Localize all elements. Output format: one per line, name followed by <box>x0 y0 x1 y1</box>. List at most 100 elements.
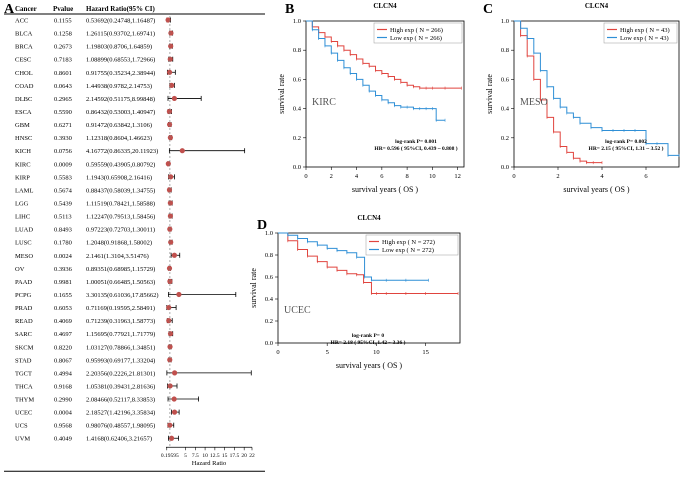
forest-hr-point <box>168 30 174 36</box>
forest-hr-point <box>176 291 182 298</box>
forest-hr-point <box>171 95 177 102</box>
forest-row-cancer: ESCA <box>15 109 32 116</box>
forest-row-ci-text: 1.1943(0.65908,2.16416) <box>86 174 152 181</box>
km-stats-pvalue: log-rank P= 0.002 <box>605 139 647 145</box>
forest-row-cancer: LUAD <box>15 227 33 234</box>
forest-row-cancer: STAD <box>15 357 32 364</box>
forest-row-pvalue: 0.4049 <box>54 436 72 443</box>
forest-row-ci-text: 1.15695(0.77921,1.71779) <box>86 331 155 338</box>
forest-row-pvalue: 0.4697 <box>54 331 73 338</box>
km-y-tick-label: 0.2 <box>265 318 273 325</box>
forest-hr-point <box>167 344 173 350</box>
forest-x-tick-label: 0.19595 <box>161 453 179 459</box>
forest-hr-point <box>169 82 175 88</box>
forest-row-ci-text: 0.97223(0.72703,1.30011) <box>86 227 155 234</box>
forest-hr-point <box>166 318 172 324</box>
forest-row-ci-text: 1.12318(0.8604,1.46623) <box>86 135 152 142</box>
km-stats-hr: HR= 2.15 ( 95%CI, 1.31 ~ 3.52 ) <box>589 145 664 152</box>
forest-row-cancer: PRAD <box>15 305 33 312</box>
forest-x-tick-label: 12.5 <box>210 453 220 459</box>
km-y-axis-label: survival rate <box>277 74 286 114</box>
forest-row-pvalue: 0.6053 <box>54 305 72 312</box>
km-x-tick-label: 5 <box>326 349 329 356</box>
forest-x-tick-label: 22 <box>249 453 255 459</box>
km-y-axis-label: survival rate <box>485 74 494 114</box>
legend-label-low: Low exp ( N = 272) <box>382 247 434 254</box>
km-x-tick-label: 0 <box>512 173 515 180</box>
forest-row-cancer: OV <box>15 266 25 273</box>
km-legend-box <box>365 234 459 256</box>
forest-row-pvalue: 0.9981 <box>54 279 72 286</box>
forest-row-ci-text: 1.4168(0.62406,3.21657) <box>86 436 152 443</box>
km-x-tick-label: 2 <box>556 173 559 180</box>
forest-row-ci-text: 0.95993(0.69177,1.33204) <box>86 357 155 364</box>
forest-row-pvalue: 0.7183 <box>54 57 72 64</box>
forest-row-cancer: GBM <box>15 122 30 129</box>
forest-row-ci-text: 0.89351(0.68985,1.15729) <box>86 266 155 273</box>
forest-row-cancer: PCPG <box>15 292 32 299</box>
km-y-tick-label: 0.0 <box>265 340 273 347</box>
km-plot-frame <box>305 20 465 168</box>
forest-x-tick-label: 20 <box>241 453 247 459</box>
forest-row-cancer: THYM <box>15 397 34 404</box>
forest-row-cancer: BRCA <box>15 44 33 51</box>
forest-row-pvalue: 0.0024 <box>54 253 73 260</box>
forest-row-pvalue: 0.4069 <box>54 318 72 325</box>
km-y-tick-label: 0.4 <box>293 106 302 113</box>
km-x-axis-label: survival years ( OS ) <box>563 185 630 194</box>
forest-row-cancer: UCS <box>15 423 28 430</box>
forest-hr-point <box>167 357 173 363</box>
forest-row-ci-text: 0.71169(0.19595,2.58491) <box>86 305 155 312</box>
forest-row-ci-text: 0.98076(0.48557,1.98095) <box>86 423 155 430</box>
km-title: CLCN4 <box>373 2 397 10</box>
km-line-low-exp <box>514 20 679 156</box>
km-cancer-label: UCEC <box>284 305 311 316</box>
forest-row-pvalue: 0.2990 <box>54 397 72 404</box>
forest-row-cancer: COAD <box>15 83 34 90</box>
forest-row-cancer: UCEC <box>15 410 32 417</box>
forest-x-axis-label: Hazard Ratio <box>192 460 226 467</box>
forest-hr-point <box>165 17 171 23</box>
forest-hr-point <box>179 148 185 154</box>
km-y-tick-label: 0.2 <box>501 135 509 142</box>
forest-hr-point <box>166 304 172 311</box>
forest-row-cancer: BLCA <box>15 31 33 38</box>
km-cancer-label: MESO <box>520 97 548 108</box>
forest-hr-point <box>166 69 173 75</box>
forest-row-ci-text: 2.18527(1.42196,3.35834) <box>86 410 155 417</box>
forest-hr-point <box>166 187 173 193</box>
legend-label-low: Low exp ( N = 266) <box>390 35 442 42</box>
forest-row-pvalue: 0.0009 <box>54 161 72 168</box>
forest-hr-point <box>167 135 173 141</box>
forest-row-pvalue: 0.0756 <box>54 148 73 155</box>
km-title: CLCN4 <box>357 214 381 222</box>
km-y-tick-label: 0.8 <box>265 252 273 259</box>
forest-row-pvalue: 0.1258 <box>54 31 72 38</box>
forest-row-pvalue: 0.5674 <box>54 187 73 194</box>
forest-row-ci-text: 0.53692(0.24748,1.16487) <box>86 18 155 25</box>
km-stats-hr: HR= 0.596 ( 95%CI, 0.439 ~ 0.808 ) <box>374 145 457 152</box>
legend-label-high: High exp ( N = 43) <box>620 27 670 34</box>
panel-label-b: B <box>285 2 294 17</box>
km-cancer-label: KIRC <box>312 97 336 108</box>
forest-header-pvalue: Pvalue <box>53 5 73 13</box>
forest-header-cancer: Cancer <box>15 5 37 13</box>
forest-row-cancer: LIHC <box>15 214 30 221</box>
forest-row-pvalue: 0.5439 <box>54 200 72 207</box>
forest-row-cancer: READ <box>15 318 33 325</box>
forest-hr-point <box>171 409 178 415</box>
forest-row-pvalue: 0.3930 <box>54 135 72 142</box>
km-line-high-exp <box>278 232 459 294</box>
km-y-tick-label: 0.0 <box>293 164 301 171</box>
forest-hr-point <box>166 265 173 271</box>
km-x-tick-label: 6 <box>644 173 648 180</box>
forest-row-pvalue: 0.5583 <box>54 174 72 181</box>
forest-hr-point <box>171 396 177 402</box>
forest-hr-point <box>168 435 175 441</box>
forest-hr-point <box>168 43 174 49</box>
forest-row-pvalue: 0.1655 <box>54 292 72 299</box>
forest-row-ci-text: 0.86432(0.53003,1.40947) <box>86 109 155 116</box>
forest-row-cancer: KICH <box>15 148 31 155</box>
forest-row-pvalue: 0.5590 <box>54 109 72 116</box>
